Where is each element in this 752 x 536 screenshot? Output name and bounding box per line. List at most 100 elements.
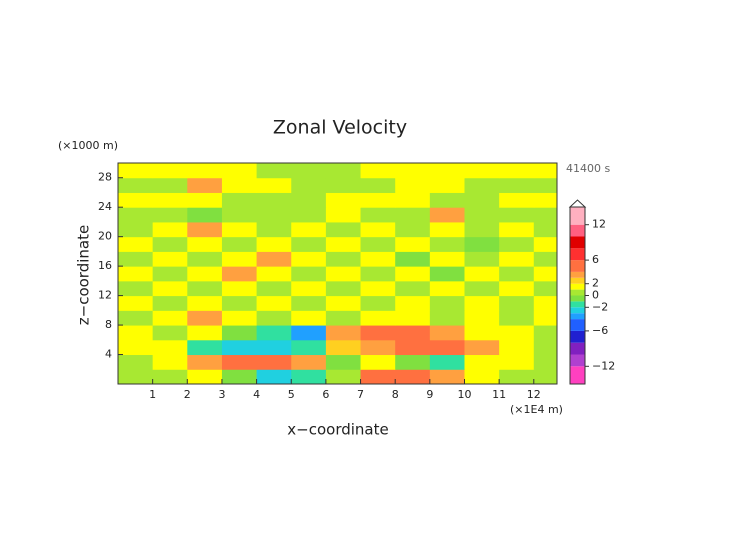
field-cell bbox=[291, 221, 327, 238]
colorbar-swatch bbox=[570, 207, 585, 225]
field-cell bbox=[187, 192, 223, 208]
field-cell bbox=[464, 236, 500, 252]
field-cell bbox=[187, 266, 223, 282]
field-cell bbox=[187, 280, 223, 297]
field-cell bbox=[533, 192, 557, 208]
field-cell bbox=[187, 207, 223, 223]
field-cell bbox=[395, 339, 431, 356]
field-cell bbox=[360, 221, 396, 238]
chart-title: Zonal Velocity bbox=[273, 117, 407, 139]
field-cell bbox=[118, 280, 154, 297]
field-cell bbox=[325, 295, 362, 311]
field-cell bbox=[429, 163, 465, 179]
field-cell bbox=[118, 177, 154, 193]
colorbar-tick-label: 12 bbox=[592, 218, 606, 231]
field-cell bbox=[499, 221, 535, 238]
field-cell bbox=[118, 163, 154, 179]
field-cell bbox=[360, 266, 396, 282]
field-cell bbox=[464, 192, 500, 208]
x-axis-label: x−coordinate bbox=[287, 421, 388, 439]
field-cell bbox=[360, 251, 396, 267]
field-cell bbox=[221, 177, 258, 193]
field-cell bbox=[533, 295, 557, 311]
field-cell bbox=[187, 251, 223, 267]
field-cell bbox=[395, 266, 431, 282]
colorbar-swatch bbox=[570, 366, 585, 384]
field-cell bbox=[325, 339, 362, 356]
field-cell bbox=[152, 207, 188, 223]
field-cell bbox=[256, 339, 292, 356]
field-cell bbox=[152, 192, 188, 208]
field-cell bbox=[499, 251, 535, 267]
field-cell bbox=[291, 251, 327, 267]
colorbar-swatch bbox=[570, 313, 585, 320]
field-cell bbox=[499, 236, 535, 252]
colorbar-swatch bbox=[570, 224, 585, 237]
field bbox=[118, 163, 557, 384]
field-cell bbox=[499, 369, 535, 384]
field-cell bbox=[360, 369, 396, 384]
field-cell bbox=[291, 280, 327, 297]
field-cell bbox=[533, 251, 557, 267]
field-cell bbox=[256, 310, 292, 326]
field-cell bbox=[464, 310, 500, 326]
field-cell bbox=[291, 177, 327, 193]
field-cell bbox=[464, 339, 500, 356]
field-cell bbox=[325, 177, 362, 193]
field-cell bbox=[325, 266, 362, 282]
field-cell bbox=[152, 310, 188, 326]
field-cell bbox=[360, 207, 396, 223]
field-cell bbox=[291, 236, 327, 252]
field-cell bbox=[291, 295, 327, 311]
field-cell bbox=[429, 207, 465, 223]
field-cell bbox=[256, 295, 292, 311]
colorbar-swatch bbox=[570, 307, 585, 314]
field-cell bbox=[256, 192, 292, 208]
x-tick-label: 12 bbox=[527, 388, 541, 401]
field-cell bbox=[499, 354, 535, 370]
field-cell bbox=[221, 163, 258, 179]
field-cell bbox=[152, 295, 188, 311]
field-cell bbox=[464, 221, 500, 238]
field-cell bbox=[464, 369, 500, 384]
colorbar-tick-label: 2 bbox=[592, 277, 599, 290]
field-cell bbox=[499, 339, 535, 356]
field-cell bbox=[395, 280, 431, 297]
field-cell bbox=[325, 207, 362, 223]
field-cell bbox=[291, 266, 327, 282]
field-cell bbox=[152, 177, 188, 193]
field-cell bbox=[256, 207, 292, 223]
field-cell bbox=[187, 369, 223, 384]
field-cell bbox=[533, 369, 557, 384]
field-cell bbox=[256, 163, 292, 179]
field-cell bbox=[221, 310, 258, 326]
field-cell bbox=[533, 310, 557, 326]
field-cell bbox=[152, 280, 188, 297]
field-cell bbox=[429, 325, 465, 341]
field-cell bbox=[221, 354, 258, 370]
field-cell bbox=[325, 310, 362, 326]
field-cell bbox=[533, 163, 557, 179]
field-cell bbox=[464, 325, 500, 341]
field-cell bbox=[152, 266, 188, 282]
field-cell bbox=[533, 354, 557, 370]
field-cell bbox=[256, 236, 292, 252]
x-tick-label: 3 bbox=[218, 388, 225, 401]
field-cell bbox=[429, 236, 465, 252]
field-cell bbox=[221, 266, 258, 282]
field-cell bbox=[395, 310, 431, 326]
field-cell bbox=[429, 221, 465, 238]
field-cell bbox=[499, 177, 535, 193]
field-cell bbox=[325, 163, 362, 179]
x-tick-label: 7 bbox=[357, 388, 364, 401]
field-cell bbox=[325, 236, 362, 252]
field-cell bbox=[256, 251, 292, 267]
field-cell bbox=[360, 236, 396, 252]
field-cell bbox=[464, 207, 500, 223]
field-cell bbox=[395, 295, 431, 311]
field-cell bbox=[221, 192, 258, 208]
x-unit: (×1E4 m) bbox=[510, 403, 563, 416]
field-cell bbox=[187, 310, 223, 326]
field-cell bbox=[395, 369, 431, 384]
